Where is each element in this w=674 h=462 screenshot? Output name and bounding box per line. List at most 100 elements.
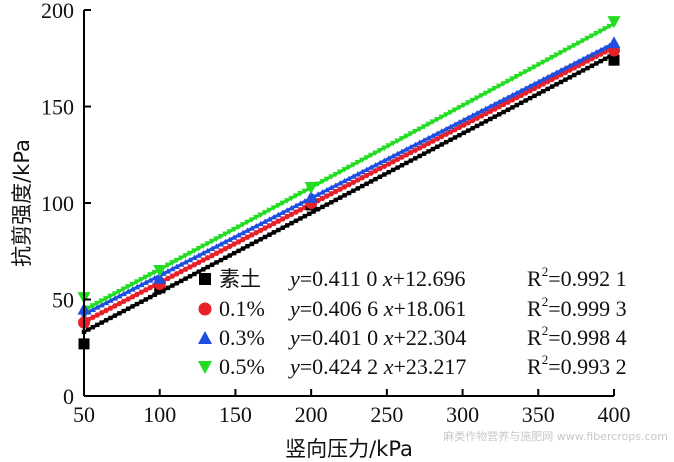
y-tick-label: 100: [41, 191, 74, 216]
fit-line-marker: [213, 243, 220, 249]
fit-line-marker: [404, 160, 409, 166]
fit-line-marker: [230, 226, 238, 233]
fit-line-marker: [332, 171, 339, 178]
fit-line-marker: [124, 284, 132, 290]
fit-line-marker: [544, 74, 551, 80]
fit-line-marker: [267, 232, 272, 237]
fit-line-marker: [222, 231, 229, 238]
fit-line-marker: [102, 296, 110, 302]
fit-line-marker: [280, 225, 285, 230]
fit-line-marker: [94, 300, 101, 307]
fit-line-marker: [177, 261, 185, 267]
fit-line-marker: [382, 172, 387, 177]
fit-line-marker: [509, 97, 516, 103]
fit-line-marker: [173, 257, 180, 264]
fit-line-marker: [478, 107, 485, 114]
fit-line-marker: [421, 151, 427, 156]
fit-line-marker: [425, 140, 432, 147]
fit-line-marker: [170, 283, 175, 288]
fit-line-marker: [447, 129, 454, 135]
fit-line-marker: [594, 61, 599, 66]
fit-line-marker: [451, 121, 459, 127]
fit-line-marker: [381, 163, 388, 169]
fit-line-marker: [111, 295, 119, 301]
y-axis-title: 抗剪强度/kPa: [10, 139, 34, 267]
fit-line-marker: [257, 220, 264, 227]
fit-line-marker: [111, 291, 119, 297]
fit-line-marker: [575, 40, 582, 47]
data-point: [607, 36, 621, 49]
fit-line-marker: [430, 138, 436, 144]
x-tick-label: 50: [73, 402, 95, 427]
fit-line-marker: [376, 159, 384, 166]
fit-line-marker: [284, 223, 290, 228]
fit-line-marker: [315, 207, 321, 212]
fit-line-marker: [434, 130, 441, 136]
fit-line-marker: [223, 255, 228, 261]
fit-line-marker: [562, 69, 569, 76]
fit-line-marker: [390, 158, 396, 165]
fit-line-marker: [130, 304, 135, 309]
fit-line-marker: [143, 297, 149, 302]
fit-line-marker: [138, 289, 145, 295]
fit-line-marker: [545, 86, 550, 92]
fit-line-marker: [470, 126, 475, 131]
fit-line-marker: [288, 204, 295, 211]
fit-line-marker: [442, 125, 450, 132]
fit-line-marker: [248, 225, 256, 231]
x-tick-label: 250: [370, 402, 403, 427]
fit-line-marker: [195, 252, 203, 258]
fit-line-marker: [412, 141, 419, 148]
fit-line-marker: [107, 305, 114, 311]
fit-line-marker: [244, 219, 251, 226]
fit-line-marker: [416, 126, 423, 132]
fit-line-marker: [563, 77, 568, 82]
fit-line-marker: [164, 262, 172, 269]
fit-line-marker: [465, 114, 472, 121]
fit-line-marker: [447, 109, 454, 116]
fit-line-marker: [589, 63, 595, 68]
fit-line-marker: [482, 90, 490, 97]
fit-line-marker: [438, 114, 445, 121]
legend-item: 0.5% y=0.424 2 x+23.217 R2=0.993 2: [198, 352, 627, 379]
fit-line-marker: [125, 296, 131, 302]
fit-line-marker: [148, 294, 153, 300]
fit-line-marker: [249, 241, 255, 247]
fit-line-marker: [142, 274, 150, 281]
fit-line-marker: [496, 104, 502, 110]
fit-line-marker: [235, 239, 242, 245]
fit-line-marker: [548, 71, 556, 78]
fit-line-marker: [398, 148, 406, 154]
fit-line-marker: [536, 83, 542, 89]
fit-line-marker: [558, 79, 564, 85]
fit-line-marker: [575, 58, 582, 64]
fit-line-marker: [187, 274, 193, 279]
fit-line-marker: [473, 110, 481, 116]
fit-line-marker: [204, 255, 211, 261]
fit-line-marker: [240, 246, 246, 251]
fit-line-marker: [504, 78, 512, 85]
fit-line-marker: [439, 142, 444, 147]
fit-line-marker: [434, 136, 441, 142]
fit-line-marker: [469, 112, 476, 118]
legend-r2: R2=0.998 4: [527, 323, 627, 350]
fit-line-marker: [307, 211, 312, 217]
fit-line-marker: [108, 315, 113, 321]
fit-line-marker: [394, 150, 401, 157]
legend-marker: [199, 273, 211, 285]
fit-line-marker: [213, 236, 220, 242]
fit-line-marker: [368, 179, 374, 184]
fit-line-marker: [169, 260, 176, 266]
x-tick-label: 100: [143, 402, 176, 427]
fit-line-marker: [107, 297, 114, 303]
fit-line-marker: [297, 207, 304, 213]
fit-line-marker: [585, 65, 590, 71]
fit-line-marker: [588, 51, 596, 57]
fit-line-marker: [522, 69, 529, 75]
fit-line-marker: [226, 236, 233, 242]
fit-line-marker: [134, 301, 140, 307]
fit-line-marker: [447, 123, 454, 130]
fit-line-marker: [584, 58, 591, 64]
fit-line-marker: [345, 164, 353, 171]
fit-line-marker: [448, 137, 453, 143]
